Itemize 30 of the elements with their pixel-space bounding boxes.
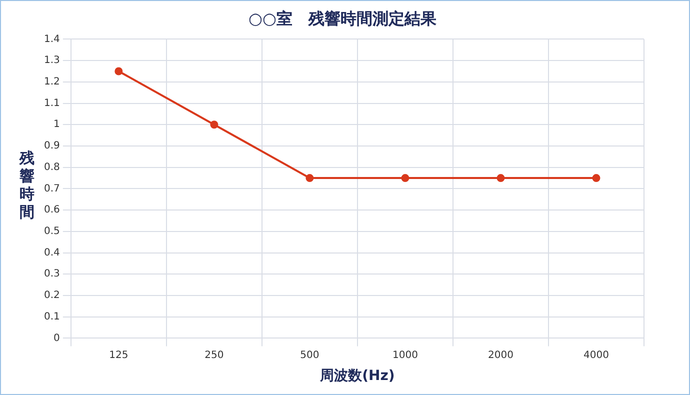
y-tick-label: 1.2 <box>44 76 60 88</box>
x-axis-title: 周波数(Hz) <box>319 368 395 384</box>
point <box>114 67 123 76</box>
y-tick-label: 0.7 <box>44 183 60 194</box>
y-tick-label: 0.8 <box>44 162 60 173</box>
y-tick-label: 0.2 <box>44 290 60 302</box>
y-tick-label: 0.4 <box>44 247 60 258</box>
y-tick-label: 0.1 <box>44 311 60 322</box>
y-tick-label: 0.9 <box>44 140 60 152</box>
y-tick-label: 0 <box>54 332 60 344</box>
x-tick-label: 125 <box>109 350 128 361</box>
point <box>210 120 218 129</box>
point <box>496 174 505 182</box>
y-tick-label: 1.4 <box>44 34 60 45</box>
point <box>592 174 600 182</box>
x-tick-label: 1000 <box>392 350 418 361</box>
y-tick-label: 0.3 <box>44 268 60 280</box>
point <box>401 174 410 182</box>
y-axis-title: 残響時間 <box>18 149 36 221</box>
x-tick-label: 2000 <box>488 350 514 361</box>
x-tick-label: 250 <box>204 350 224 361</box>
y-tick-label: 1.3 <box>44 55 60 66</box>
x-tick-label: 4000 <box>584 350 609 361</box>
chart-title: ○○室 残響時間測定結果 <box>248 8 438 28</box>
point <box>306 174 314 182</box>
y-tick-label: 1 <box>54 119 60 130</box>
y-tick-label: 1.1 <box>44 98 60 109</box>
y-tick-label: 0.6 <box>44 204 60 216</box>
y-tick-label: 0.5 <box>44 226 60 238</box>
x-tick-label: 500 <box>300 350 320 361</box>
